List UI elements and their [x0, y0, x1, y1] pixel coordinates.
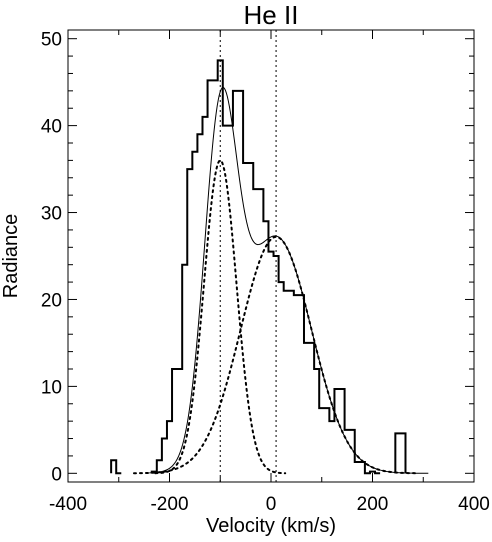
x-axis-title: Velocity (km/s) — [206, 515, 336, 537]
y-tick-label: 10 — [41, 377, 62, 398]
y-tick-label: 0 — [51, 464, 62, 485]
tick-labels: -400 -200 0 200 400 0 10 20 30 40 50 — [41, 30, 490, 515]
reference-lines — [219, 30, 277, 482]
gaussian-component-2 — [132, 235, 420, 475]
x-tick-label: -200 — [150, 494, 188, 515]
total-fit-curve — [149, 86, 429, 474]
x-tick-label: 0 — [266, 494, 277, 515]
y-tick-label: 50 — [41, 30, 62, 51]
y-tick-label: 20 — [41, 290, 62, 311]
x-tick-label: 200 — [357, 494, 389, 515]
y-tick-label: 40 — [41, 117, 62, 138]
fit-curves — [132, 86, 429, 475]
x-tick-label: 400 — [458, 494, 490, 515]
y-tick-label: 30 — [41, 204, 62, 225]
histogram-steps — [110, 59, 407, 475]
x-tick-label: -400 — [49, 494, 87, 515]
chart-title: He II — [244, 0, 299, 30]
histogram — [110, 59, 407, 475]
y-axis-title: Radiance — [0, 214, 22, 299]
axes — [67, 29, 475, 483]
plot-frame — [67, 29, 475, 483]
gaussian-component-1 — [154, 159, 287, 475]
